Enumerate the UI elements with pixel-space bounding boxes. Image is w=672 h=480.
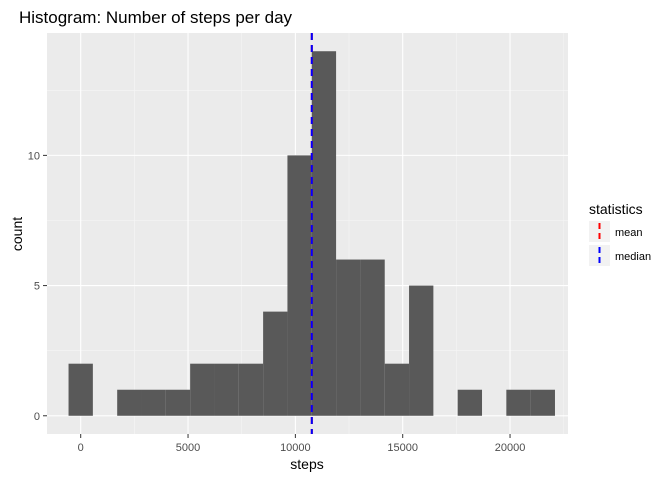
x-tick-label: 0: [78, 442, 84, 454]
x-tick-label: 10000: [280, 442, 311, 454]
histogram-bar: [360, 259, 385, 416]
y-axis: 0 5 10: [28, 150, 47, 423]
y-axis-label: count: [9, 217, 25, 251]
x-tick-label: 5000: [176, 442, 200, 454]
x-axis-label: steps: [290, 456, 323, 472]
y-tick-label: 5: [34, 281, 40, 293]
histogram-bar: [68, 363, 93, 416]
x-tick-label: 15000: [387, 442, 418, 454]
chart-title: Histogram: Number of steps per day: [19, 8, 293, 27]
y-tick-label: 10: [28, 150, 40, 162]
x-tick-label: 20000: [495, 442, 526, 454]
histogram-bar: [263, 311, 288, 416]
x-axis: 0 5000 10000 15000 20000: [78, 434, 526, 454]
legend-title: statistics: [589, 201, 643, 217]
legend-label-mean: mean: [615, 227, 643, 239]
histogram-bar: [117, 389, 142, 416]
histogram-bar: [165, 389, 191, 416]
histogram-bar: [311, 51, 337, 416]
histogram-bar: [190, 363, 215, 416]
y-tick-label: 0: [34, 411, 40, 423]
histogram-bar: [214, 363, 239, 416]
histogram-bar: [506, 389, 531, 416]
histogram-bar: [141, 389, 166, 416]
histogram-bars: [68, 51, 555, 416]
histogram-bar: [457, 389, 483, 416]
legend-label-median: median: [615, 251, 651, 263]
legend: statistics mean median: [589, 201, 651, 266]
histogram-bar: [384, 363, 410, 416]
legend-key-box: [589, 245, 610, 266]
histogram-bar: [238, 363, 264, 416]
histogram-bar: [409, 285, 434, 416]
legend-key-box: [589, 221, 610, 242]
histogram-bar: [287, 155, 312, 416]
histogram-bar: [530, 389, 555, 416]
histogram-bar: [336, 259, 361, 416]
